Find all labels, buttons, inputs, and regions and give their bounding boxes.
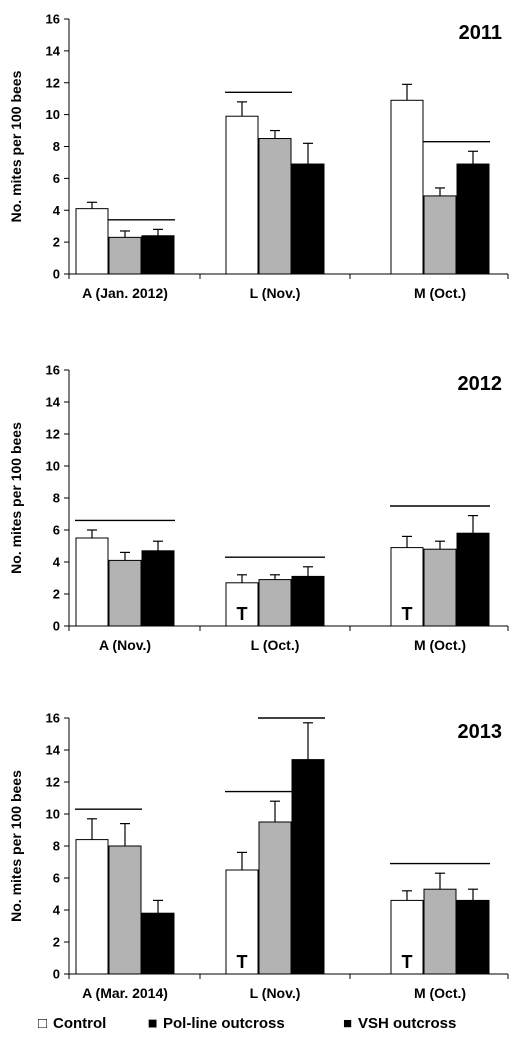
bar-vsh-outcross — [456, 532, 490, 627]
bar-control — [225, 115, 259, 275]
bar-control — [390, 99, 424, 275]
y-tick-label: 8 — [53, 839, 60, 854]
panel-2011: 0 2 4 6 8 10 12 14 16 No. mites per 100 bees 2011 A… — [8, 12, 509, 301]
panel-2013: 0 2 4 6 8 10 12 14 16 No. mites per 100 bees 2013 A… — [8, 711, 509, 1001]
bar-pol-line-outcross — [423, 195, 457, 275]
category-label: A (Nov.) — [99, 637, 151, 653]
t-marker: T — [237, 952, 248, 972]
y-axis-title: No. mites per 100 bees — [8, 422, 24, 574]
t-marker: T — [402, 952, 413, 972]
bar-control — [225, 582, 259, 627]
bar-pol-line-outcross — [108, 559, 142, 627]
bar-pol-line-outcross — [423, 888, 457, 975]
legend-symbol-control: □ — [38, 1015, 47, 1032]
category-label: M (Oct.) — [414, 285, 466, 301]
y-tick-label: 8 — [53, 491, 60, 506]
bar-pol-line-outcross — [108, 236, 142, 275]
y-tick-label: 16 — [46, 711, 60, 726]
bar-vsh-outcross — [141, 235, 175, 275]
bar-vsh-outcross — [291, 163, 325, 275]
category-label: L (Oct.) — [251, 637, 300, 653]
y-tick-label: 10 — [46, 107, 60, 122]
y-tick-label: 14 — [46, 43, 61, 58]
y-tick-label: 0 — [53, 967, 60, 982]
y-tick-label: 2 — [53, 235, 60, 250]
category-label: L (Nov.) — [250, 285, 301, 301]
y-tick-label: 4 — [53, 203, 61, 218]
t-marker: T — [237, 604, 248, 624]
panel-2012: 0 2 4 6 8 10 12 14 16 No. mites per 100 bees 2012 A… — [8, 363, 509, 653]
panel-year-label: 2012 — [458, 373, 503, 395]
bar-control — [75, 208, 109, 275]
category-label: L (Nov.) — [250, 985, 301, 1001]
legend-symbol-pol-line: ■ — [148, 1015, 157, 1032]
y-tick-label: 14 — [46, 395, 61, 410]
y-tick-label: 6 — [53, 871, 60, 886]
y-tick-label: 10 — [46, 459, 60, 474]
y-tick-label: 12 — [46, 775, 60, 790]
bar-pol-line-outcross — [258, 579, 292, 627]
y-tick-label: 2 — [53, 587, 60, 602]
bar-vsh-outcross — [456, 899, 490, 975]
y-tick-label: 8 — [53, 139, 60, 154]
category-label: M (Oct.) — [414, 637, 466, 653]
y-tick-label: 4 — [53, 555, 61, 570]
chart-panels: 0 2 4 6 8 10 12 14 16 No. mites per 100 bees 2011 A… — [8, 12, 509, 1001]
bar-vsh-outcross — [291, 575, 325, 627]
bar-vsh-outcross — [291, 759, 325, 975]
bar-pol-line-outcross — [258, 138, 292, 275]
bar-vsh-outcross — [141, 550, 175, 627]
y-axis-title: No. mites per 100 bees — [8, 70, 24, 222]
y-tick-label: 14 — [46, 743, 61, 758]
y-tick-label: 4 — [53, 903, 61, 918]
legend-label-control: Control — [53, 1015, 106, 1032]
y-tick-label: 6 — [53, 171, 60, 186]
y-tick-label: 10 — [46, 807, 60, 822]
y-axis-title: No. mites per 100 bees — [8, 770, 24, 922]
bar-vsh-outcross — [141, 912, 175, 975]
category-label: M (Oct.) — [414, 985, 466, 1001]
y-tick-label: 12 — [46, 75, 60, 90]
category-label: A (Mar. 2014) — [82, 985, 168, 1001]
y-tick-label: 0 — [53, 619, 60, 634]
bar-control — [390, 899, 424, 975]
y-tick-label: 16 — [46, 12, 60, 27]
bar-pol-line-outcross — [108, 845, 142, 975]
t-marker: T — [402, 604, 413, 624]
panel-year-label: 2013 — [458, 721, 503, 743]
bar-pol-line-outcross — [423, 548, 457, 627]
legend-symbol-vsh: ■ — [343, 1015, 352, 1032]
category-label: A (Jan. 2012) — [82, 285, 168, 301]
y-tick-label: 2 — [53, 935, 60, 950]
y-tick-label: 12 — [46, 427, 60, 442]
bar-vsh-outcross — [456, 163, 490, 275]
panel-year-label: 2011 — [459, 22, 502, 44]
y-tick-label: 16 — [46, 363, 60, 378]
legend-label-vsh: VSH outcross — [358, 1015, 456, 1032]
bar-pol-line-outcross — [258, 821, 292, 975]
bar-control — [75, 537, 109, 627]
legend-label-pol-line: Pol-line outcross — [163, 1015, 285, 1032]
chart-legend: □ Control ■ Pol-line outcross ■ VSH outc… — [38, 1015, 456, 1033]
bar-control — [75, 839, 109, 975]
y-tick-label: 6 — [53, 523, 60, 538]
y-tick-label: 0 — [53, 267, 60, 282]
